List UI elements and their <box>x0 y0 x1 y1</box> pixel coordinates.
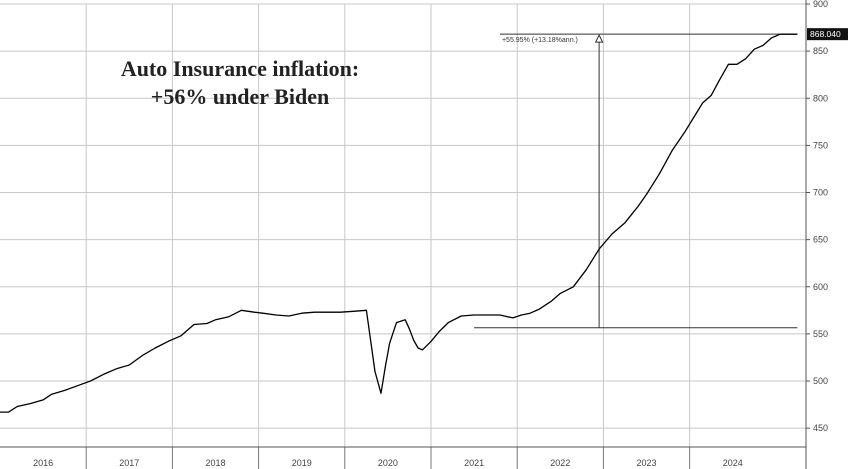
x-tick-label-2016: 2016 <box>33 458 53 468</box>
series-line-0 <box>0 33 798 413</box>
annotation-arrow-head <box>594 34 604 43</box>
x-tick-label-2020: 2020 <box>378 458 398 468</box>
x-tick-label-2021: 2021 <box>464 458 484 468</box>
grid <box>0 3 806 447</box>
y-tick-label-750: 750 <box>813 140 828 150</box>
last-value-box <box>807 28 848 41</box>
title-line-1: Auto Insurance inflation: <box>121 56 359 81</box>
growth-annotation: +55.95% (+13.18%ann.) <box>474 33 798 329</box>
x-tick-labels: 2016 2017 2018 2019 2020 2021 2022 2023 2024 <box>33 458 743 468</box>
y-tick-label-850: 850 <box>813 46 828 56</box>
x-tick-label-2024: 2024 <box>723 458 743 468</box>
annotation-text: +55.95% (+13.18%ann.) <box>502 37 578 44</box>
x-tick-label-2023: 2023 <box>637 458 657 468</box>
y-tick-label-550: 550 <box>813 329 828 339</box>
x-tick-label-2022: 2022 <box>550 458 570 468</box>
series-layer <box>0 33 798 413</box>
last-value-label: 868.040 <box>807 28 848 41</box>
y-tick-label-600: 600 <box>813 282 828 292</box>
y-tick-label-800: 800 <box>813 93 828 103</box>
chart-title: Auto Insurance inflation: +56% under Bide… <box>121 56 359 109</box>
last-value-text: 868.040 <box>810 29 841 39</box>
y-tick-label-700: 700 <box>813 188 828 198</box>
axes <box>0 0 810 469</box>
y-tick-label-900: 900 <box>813 0 828 9</box>
y-tick-label-500: 500 <box>813 376 828 386</box>
x-tick-label-2018: 2018 <box>205 458 225 468</box>
y-tick-labels: 450 500 550 600 650 700 750 800 850 900 <box>813 0 828 433</box>
title-line-2: +56% under Biden <box>151 84 329 109</box>
y-tick-label-650: 650 <box>813 235 828 245</box>
y-tick-label-450: 450 <box>813 423 828 433</box>
x-tick-label-2019: 2019 <box>292 458 312 468</box>
x-tick-label-2017: 2017 <box>119 458 139 468</box>
